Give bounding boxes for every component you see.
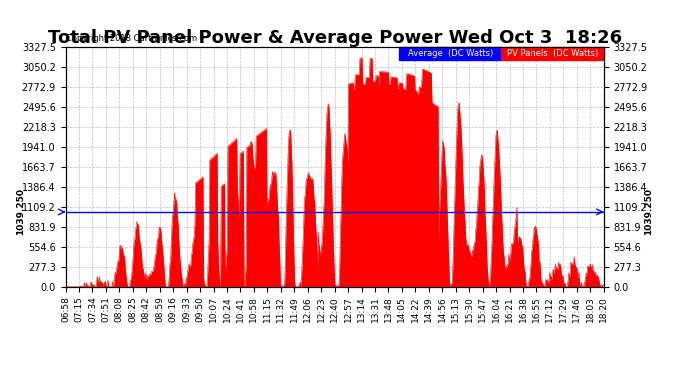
Title: Total PV Panel Power & Average Power Wed Oct 3  18:26: Total PV Panel Power & Average Power Wed… [48,29,622,47]
Text: Copyright 2018 Cartronics.com: Copyright 2018 Cartronics.com [66,34,197,43]
Text: 1039.250: 1039.250 [644,188,653,236]
Text: 1039.250: 1039.250 [16,188,25,236]
